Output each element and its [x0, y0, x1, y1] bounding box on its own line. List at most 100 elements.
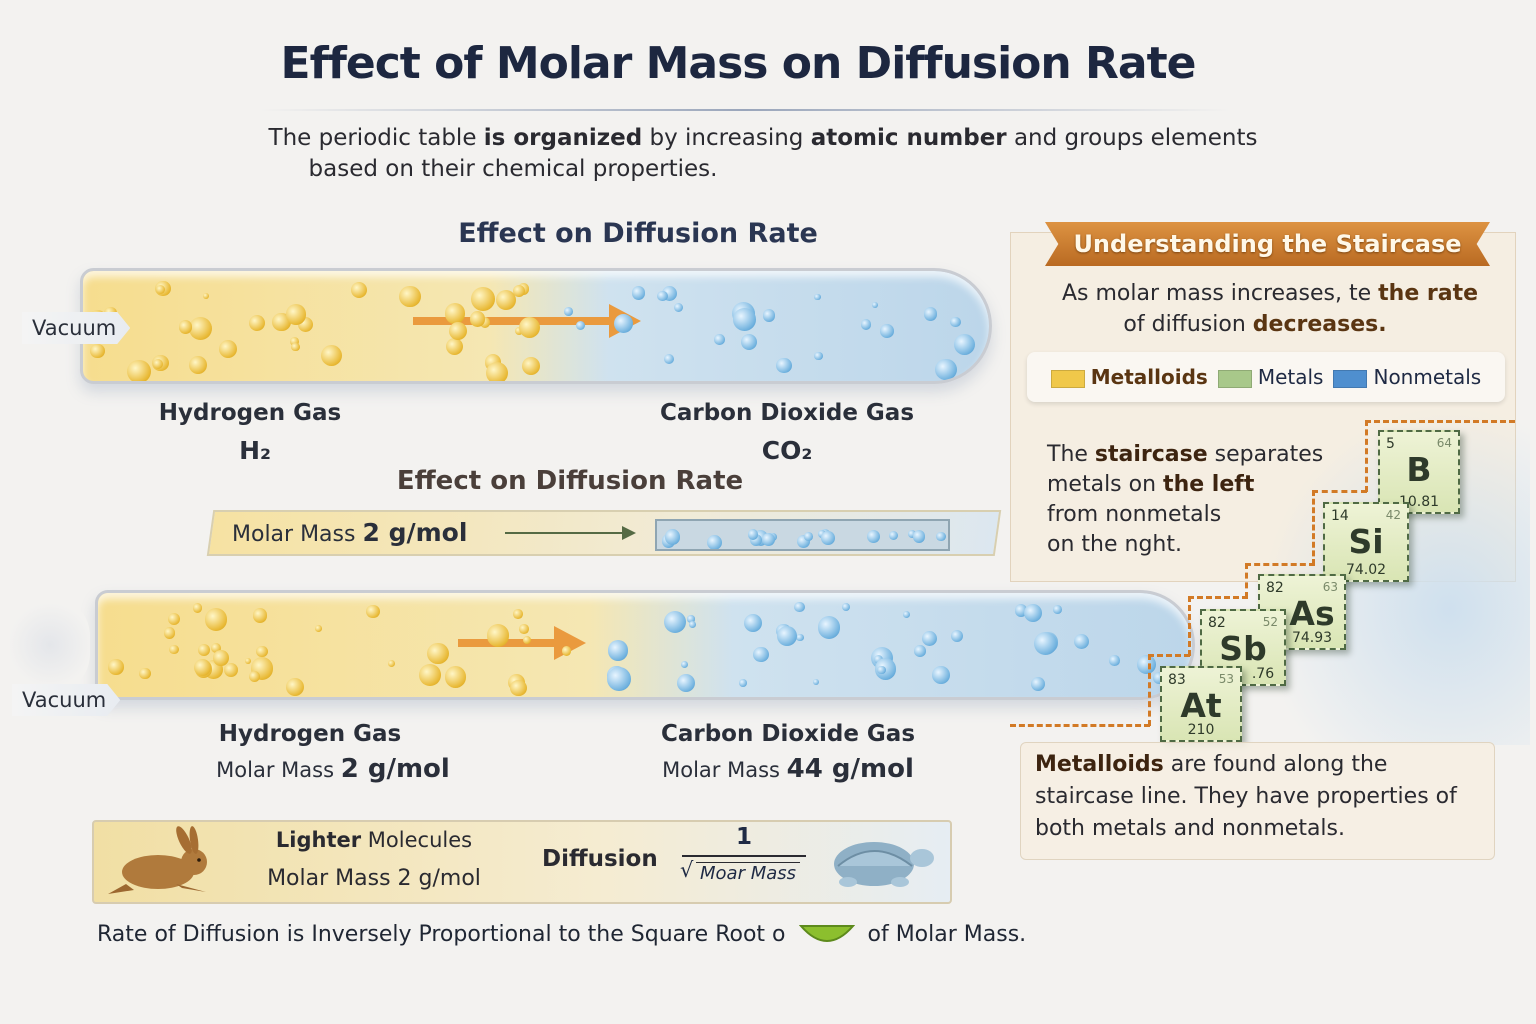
hydrogen-molecule [212, 650, 229, 666]
co2-molecule [733, 308, 756, 331]
hydrogen-molecule [188, 356, 207, 375]
co2-molecule [871, 301, 879, 309]
legend-label: Nonmetals [1373, 365, 1482, 389]
hydrogen-molecule [164, 627, 176, 639]
diffusion-arrow [458, 639, 558, 647]
co2-formula: CO₂ [761, 436, 813, 465]
hydrogen-molecule [189, 317, 213, 341]
mass-label: Molar Mass [216, 758, 335, 782]
vacuum-cloud [10, 600, 90, 690]
hydrogen-molecule [350, 281, 368, 299]
co2-molecule [935, 358, 957, 381]
co2-molecule [950, 629, 963, 642]
group-number: 64 [1436, 436, 1452, 450]
legend-label: Metalloids [1090, 365, 1208, 389]
co2-molecule [866, 529, 881, 543]
co2-label-lower: Carbon Dioxide Gas [660, 721, 916, 747]
co2-molecule [664, 529, 681, 545]
hydrogen-molecule [448, 321, 468, 341]
hydrogen-molecule [320, 344, 343, 367]
staircase-description: The staircase separates metals on the lef… [1047, 440, 1367, 560]
atomic-mass: 74.02 [1345, 562, 1387, 578]
co2-molecule [814, 351, 823, 361]
staircase-line [1365, 420, 1368, 492]
staircase-line [1188, 596, 1191, 656]
desc-text: on the nght. [1047, 532, 1182, 557]
desc-emphasis: staircase [1094, 442, 1208, 467]
co2-molecule [931, 666, 950, 684]
co2-molecule [1023, 604, 1042, 623]
hydrogen-molecule [127, 359, 151, 381]
hydrogen-molecule [519, 624, 529, 634]
sqrt-icon: √ [680, 858, 694, 882]
co2-molecule [841, 602, 850, 611]
co2-molecule [794, 601, 805, 613]
desc-text: from nonmetals [1047, 502, 1222, 527]
atomic-mass: 74.93 [1291, 630, 1333, 646]
subtitle-text: by increasing [642, 125, 811, 151]
hydrogen-molecule [479, 316, 491, 328]
hydrogen-molecule [252, 608, 268, 623]
co2-molecule [889, 531, 899, 541]
co2-molecule [902, 611, 910, 619]
subtitle-emphasis: is organized [483, 125, 643, 151]
staircase-line [1148, 654, 1151, 726]
staircase-line [1188, 596, 1248, 599]
intro-text: of diffusion [1123, 312, 1253, 337]
hydrogen-molecule [512, 284, 526, 297]
co2-molecule [861, 319, 872, 330]
molar-mass-label: Molar Mass 2 g/mol [232, 518, 467, 547]
hydrogen-molecule [286, 678, 305, 697]
turtle-icon [834, 842, 934, 887]
subtitle-line-2: based on their chemical properties. [308, 156, 718, 182]
hydrogen-molecule [249, 315, 266, 331]
atomic-mass: .76 [1251, 666, 1275, 682]
hydrogen-molecule [153, 358, 164, 369]
formula-denominator: Moar Mass [696, 862, 801, 884]
desc-text: separates [1207, 442, 1324, 467]
hydrogen-molecule [399, 285, 422, 308]
group-number: 52 [1262, 615, 1278, 629]
hydrogen-molecule [107, 659, 124, 675]
staircase-line [1010, 724, 1150, 727]
metalloid-note: Metalloids are found along the staircase… [1020, 742, 1495, 860]
hydrogen-molecule [167, 612, 180, 626]
co2-molecule [762, 532, 775, 546]
element-symbol: At [1180, 686, 1222, 725]
diffusion-arrow [413, 317, 613, 325]
subtitle-text: The periodic table [268, 125, 484, 151]
co2-molecule [576, 320, 586, 331]
hydrogen-molecule [192, 603, 203, 613]
mini-tube [655, 519, 950, 551]
staircase-line [1365, 420, 1515, 423]
metalloid-note-bold: Metalloids [1035, 752, 1164, 777]
co2-molecule [813, 293, 821, 301]
element-symbol: As [1289, 594, 1335, 633]
hydrogen-molecule [90, 344, 105, 359]
legend-swatch [1333, 369, 1368, 388]
co2-molecule [687, 615, 695, 623]
co2-molecule [921, 631, 937, 647]
title-divider [260, 109, 1230, 111]
upper-heading: Effect on Diffusion Rate [458, 218, 818, 249]
hydrogen-molecule [426, 642, 449, 665]
hydrogen-molecule [444, 303, 465, 324]
fraction-bar [682, 855, 806, 857]
comparison-box: Lighter Molecules Molar Mass 2 g/mol Dif… [92, 820, 952, 904]
co2-molecule [753, 647, 769, 663]
co2-molecule [681, 661, 689, 669]
molar-mass-text: Molar Mass [232, 522, 356, 547]
comparison-molar-mass: Molar Mass 2 g/mol [267, 866, 481, 891]
rabbit-icon [108, 826, 207, 894]
co2-molecule [674, 303, 684, 313]
footer-text: of Molar Mass. [867, 922, 1027, 947]
staircase-ribbon: Understanding the Staircase [1045, 222, 1490, 266]
intro-emphasis: decreases. [1252, 312, 1387, 337]
lighter-molecules-text: Lighter Molecules [244, 828, 504, 852]
co2-molecule [950, 317, 961, 328]
co2-molecule [564, 307, 574, 317]
hydrogen-formula: H₂ [239, 436, 271, 465]
co2-molecule [821, 530, 836, 545]
hydrogen-molecule [244, 658, 251, 665]
lime-slice-icon [798, 925, 855, 942]
